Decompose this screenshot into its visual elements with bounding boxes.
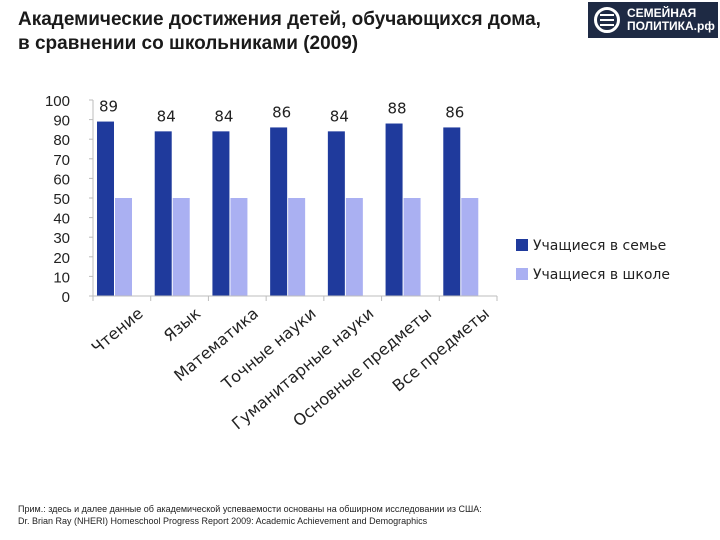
x-category-label: Все предметы [389, 304, 493, 396]
y-tick-label: 0 [62, 289, 70, 306]
y-tick-label: 70 [53, 152, 70, 169]
bar-family-0 [97, 121, 114, 296]
data-label: 89 [99, 98, 118, 116]
logo-line-2: ПОЛИТИКА.рф [627, 19, 715, 33]
y-tick-label: 30 [53, 230, 70, 247]
bar-school-0 [115, 198, 132, 296]
footnote: Прим.: здесь и далее данные об академиче… [18, 503, 578, 527]
footnote-line-1: Прим.: здесь и далее данные об академиче… [18, 504, 482, 514]
y-tick-label: 10 [53, 269, 70, 286]
globe-icon [594, 7, 620, 33]
y-tick-label: 20 [53, 250, 70, 267]
bar-family-6 [443, 127, 461, 296]
data-label: 84 [157, 107, 176, 125]
bar-family-3 [270, 127, 288, 296]
y-axis: 0 10 20 30 40 50 60 70 80 90 100 [45, 93, 94, 306]
bar-family-5 [385, 123, 403, 297]
bar-family-2 [212, 131, 230, 296]
x-category-label: Чтение [88, 304, 147, 358]
y-tick-label: 90 [53, 113, 70, 130]
brand-logo: СЕМЕЙНАЯ ПОЛИТИКА.рф [588, 2, 718, 38]
logo-line-1: СЕМЕЙНАЯ [627, 6, 697, 20]
logo-text: СЕМЕЙНАЯ ПОЛИТИКА.рф [627, 7, 715, 33]
legend-label: Учащиеся в школе [533, 267, 670, 283]
y-tick-label: 40 [53, 211, 70, 228]
bar-family-4 [327, 131, 345, 296]
legend-swatch [516, 268, 528, 280]
chart-title: Академические достижения детей, обучающи… [18, 8, 578, 56]
bar-school-2 [230, 198, 248, 296]
bar-school-1 [172, 198, 190, 296]
legend-swatch [516, 239, 528, 251]
x-category-label: Язык [160, 303, 205, 345]
bars-layer [97, 121, 479, 297]
footnote-line-2: Dr. Brian Ray (NHERI) Homeschool Progres… [18, 516, 428, 526]
legend: Учащиеся в семье Учащиеся в школе [516, 238, 670, 283]
title-line-1: Академические достижения детей, обучающи… [18, 9, 541, 30]
title-line-2: в сравнении со школьниками (2009) [18, 33, 359, 54]
bar-family-1 [154, 131, 172, 296]
y-tick-label: 50 [53, 191, 70, 208]
bar-school-5 [403, 198, 421, 296]
data-label: 88 [388, 100, 407, 118]
y-tick-label: 60 [53, 171, 70, 188]
data-label: 86 [445, 103, 464, 121]
labels-layer: 89 84 84 86 84 88 86 [99, 98, 464, 126]
bar-school-4 [345, 198, 363, 296]
data-label: 86 [272, 103, 291, 121]
y-tick-label: 100 [45, 93, 70, 110]
y-tick-label: 80 [53, 132, 70, 149]
bar-school-6 [461, 198, 479, 296]
data-label: 84 [214, 107, 233, 125]
data-label: 84 [330, 107, 349, 125]
legend-label: Учащиеся в семье [533, 238, 666, 254]
bar-school-3 [288, 198, 306, 296]
